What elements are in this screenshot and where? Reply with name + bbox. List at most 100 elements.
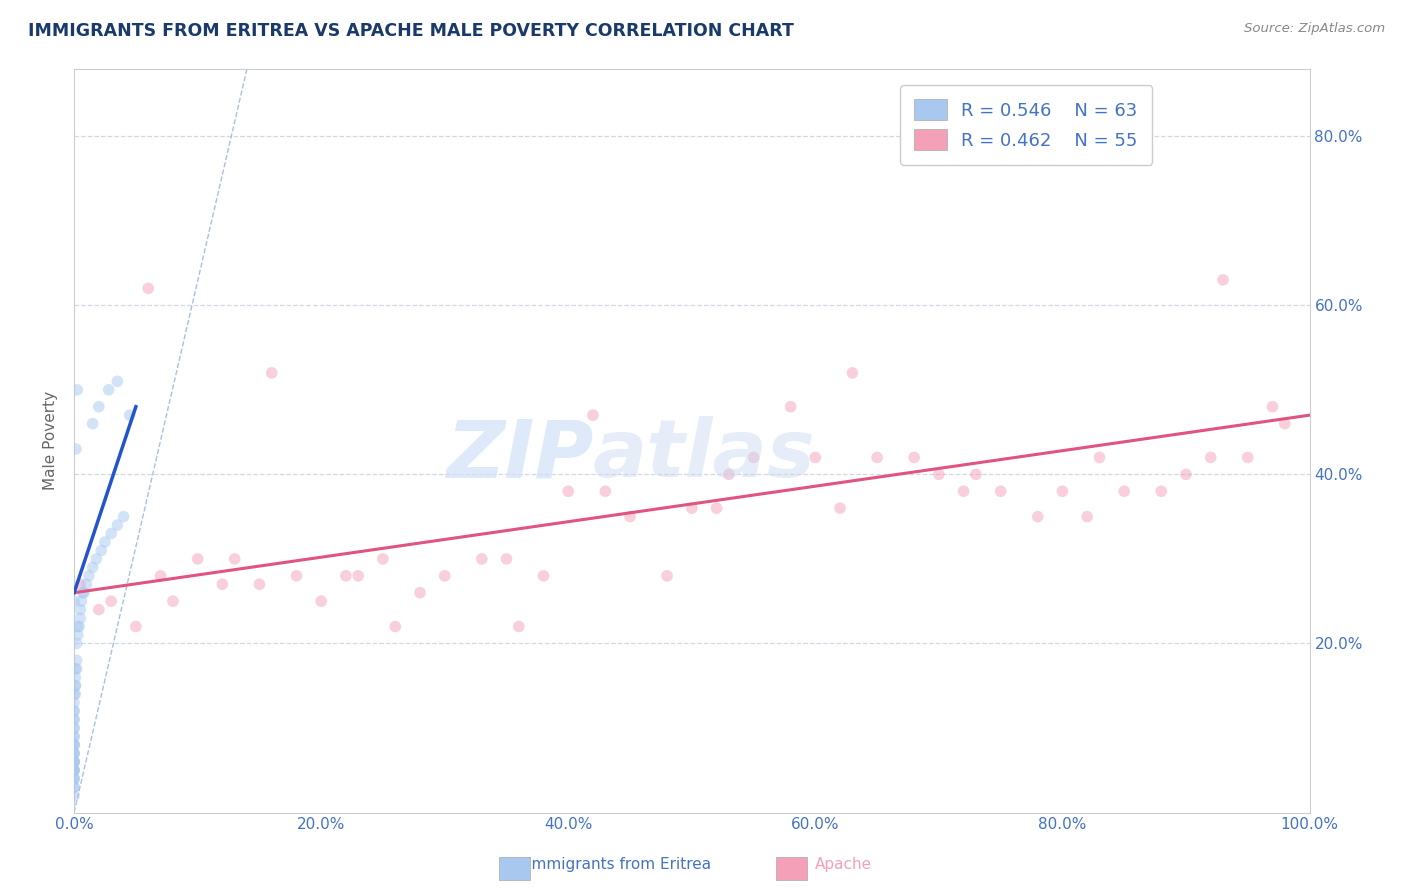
- Point: [72, 585, 94, 599]
- Point: [63, 755, 86, 769]
- Point: [335, 569, 357, 583]
- Text: Apache: Apache: [815, 857, 872, 872]
- Point: [136, 281, 159, 295]
- Point: [94, 535, 117, 549]
- Point: [655, 569, 678, 583]
- Point: [1076, 509, 1098, 524]
- Point: [260, 366, 283, 380]
- Point: [285, 569, 308, 583]
- Point: [69, 602, 91, 616]
- Point: [533, 569, 555, 583]
- Point: [162, 594, 184, 608]
- Point: [73, 585, 96, 599]
- Point: [1261, 400, 1284, 414]
- Point: [65, 442, 87, 456]
- Point: [69, 577, 91, 591]
- Point: [1236, 450, 1258, 465]
- Point: [903, 450, 925, 465]
- Point: [63, 755, 86, 769]
- Point: [595, 484, 617, 499]
- Point: [97, 383, 120, 397]
- Point: [100, 526, 122, 541]
- Point: [1150, 484, 1173, 499]
- Point: [706, 501, 728, 516]
- Point: [63, 772, 86, 786]
- Point: [63, 730, 86, 744]
- Point: [63, 772, 86, 786]
- Point: [105, 375, 128, 389]
- Point: [67, 619, 90, 633]
- Point: [384, 619, 406, 633]
- Point: [804, 450, 827, 465]
- Point: [717, 467, 740, 482]
- Point: [247, 577, 270, 591]
- Point: [211, 577, 233, 591]
- Point: [63, 713, 86, 727]
- Point: [1212, 273, 1234, 287]
- Text: Source: ZipAtlas.com: Source: ZipAtlas.com: [1244, 22, 1385, 36]
- Point: [828, 501, 851, 516]
- Point: [371, 552, 394, 566]
- Point: [87, 602, 110, 616]
- Point: [65, 653, 87, 667]
- Point: [1052, 484, 1074, 499]
- Point: [82, 417, 104, 431]
- Point: [557, 484, 579, 499]
- Point: [149, 569, 172, 583]
- Point: [965, 467, 987, 482]
- Point: [1274, 417, 1296, 431]
- Point: [63, 713, 86, 727]
- Point: [63, 738, 86, 752]
- Point: [841, 366, 863, 380]
- Point: [1114, 484, 1136, 499]
- Point: [63, 764, 86, 778]
- Point: [63, 764, 86, 778]
- Point: [63, 747, 86, 761]
- Point: [619, 509, 641, 524]
- Point: [63, 755, 86, 769]
- Point: [63, 738, 86, 752]
- Y-axis label: Male Poverty: Male Poverty: [44, 391, 58, 490]
- Point: [90, 543, 112, 558]
- Point: [100, 594, 122, 608]
- Point: [87, 400, 110, 414]
- Point: [69, 611, 91, 625]
- Point: [1175, 467, 1198, 482]
- Point: [63, 704, 86, 718]
- Point: [433, 569, 456, 583]
- Point: [866, 450, 889, 465]
- Point: [347, 569, 370, 583]
- Point: [681, 501, 703, 516]
- Point: [495, 552, 517, 566]
- Point: [63, 780, 86, 794]
- Text: atlas: atlas: [593, 417, 815, 494]
- Point: [224, 552, 246, 566]
- Point: [63, 789, 86, 803]
- Point: [82, 560, 104, 574]
- Point: [65, 687, 87, 701]
- Point: [952, 484, 974, 499]
- Point: [75, 577, 97, 591]
- Point: [77, 569, 100, 583]
- Point: [471, 552, 494, 566]
- Point: [309, 594, 332, 608]
- Point: [63, 755, 86, 769]
- Point: [105, 518, 128, 533]
- Point: [63, 687, 86, 701]
- Point: [65, 679, 87, 693]
- Point: [1199, 450, 1222, 465]
- Point: [63, 764, 86, 778]
- Point: [65, 636, 87, 650]
- Point: [63, 764, 86, 778]
- Point: [1026, 509, 1049, 524]
- Legend: R = 0.546    N = 63, R = 0.462    N = 55: R = 0.546 N = 63, R = 0.462 N = 55: [900, 85, 1153, 165]
- Point: [63, 730, 86, 744]
- Point: [65, 662, 87, 676]
- Point: [928, 467, 950, 482]
- Point: [70, 594, 93, 608]
- Point: [63, 696, 86, 710]
- Point: [63, 721, 86, 735]
- Point: [779, 400, 801, 414]
- Point: [65, 662, 87, 676]
- Point: [118, 408, 141, 422]
